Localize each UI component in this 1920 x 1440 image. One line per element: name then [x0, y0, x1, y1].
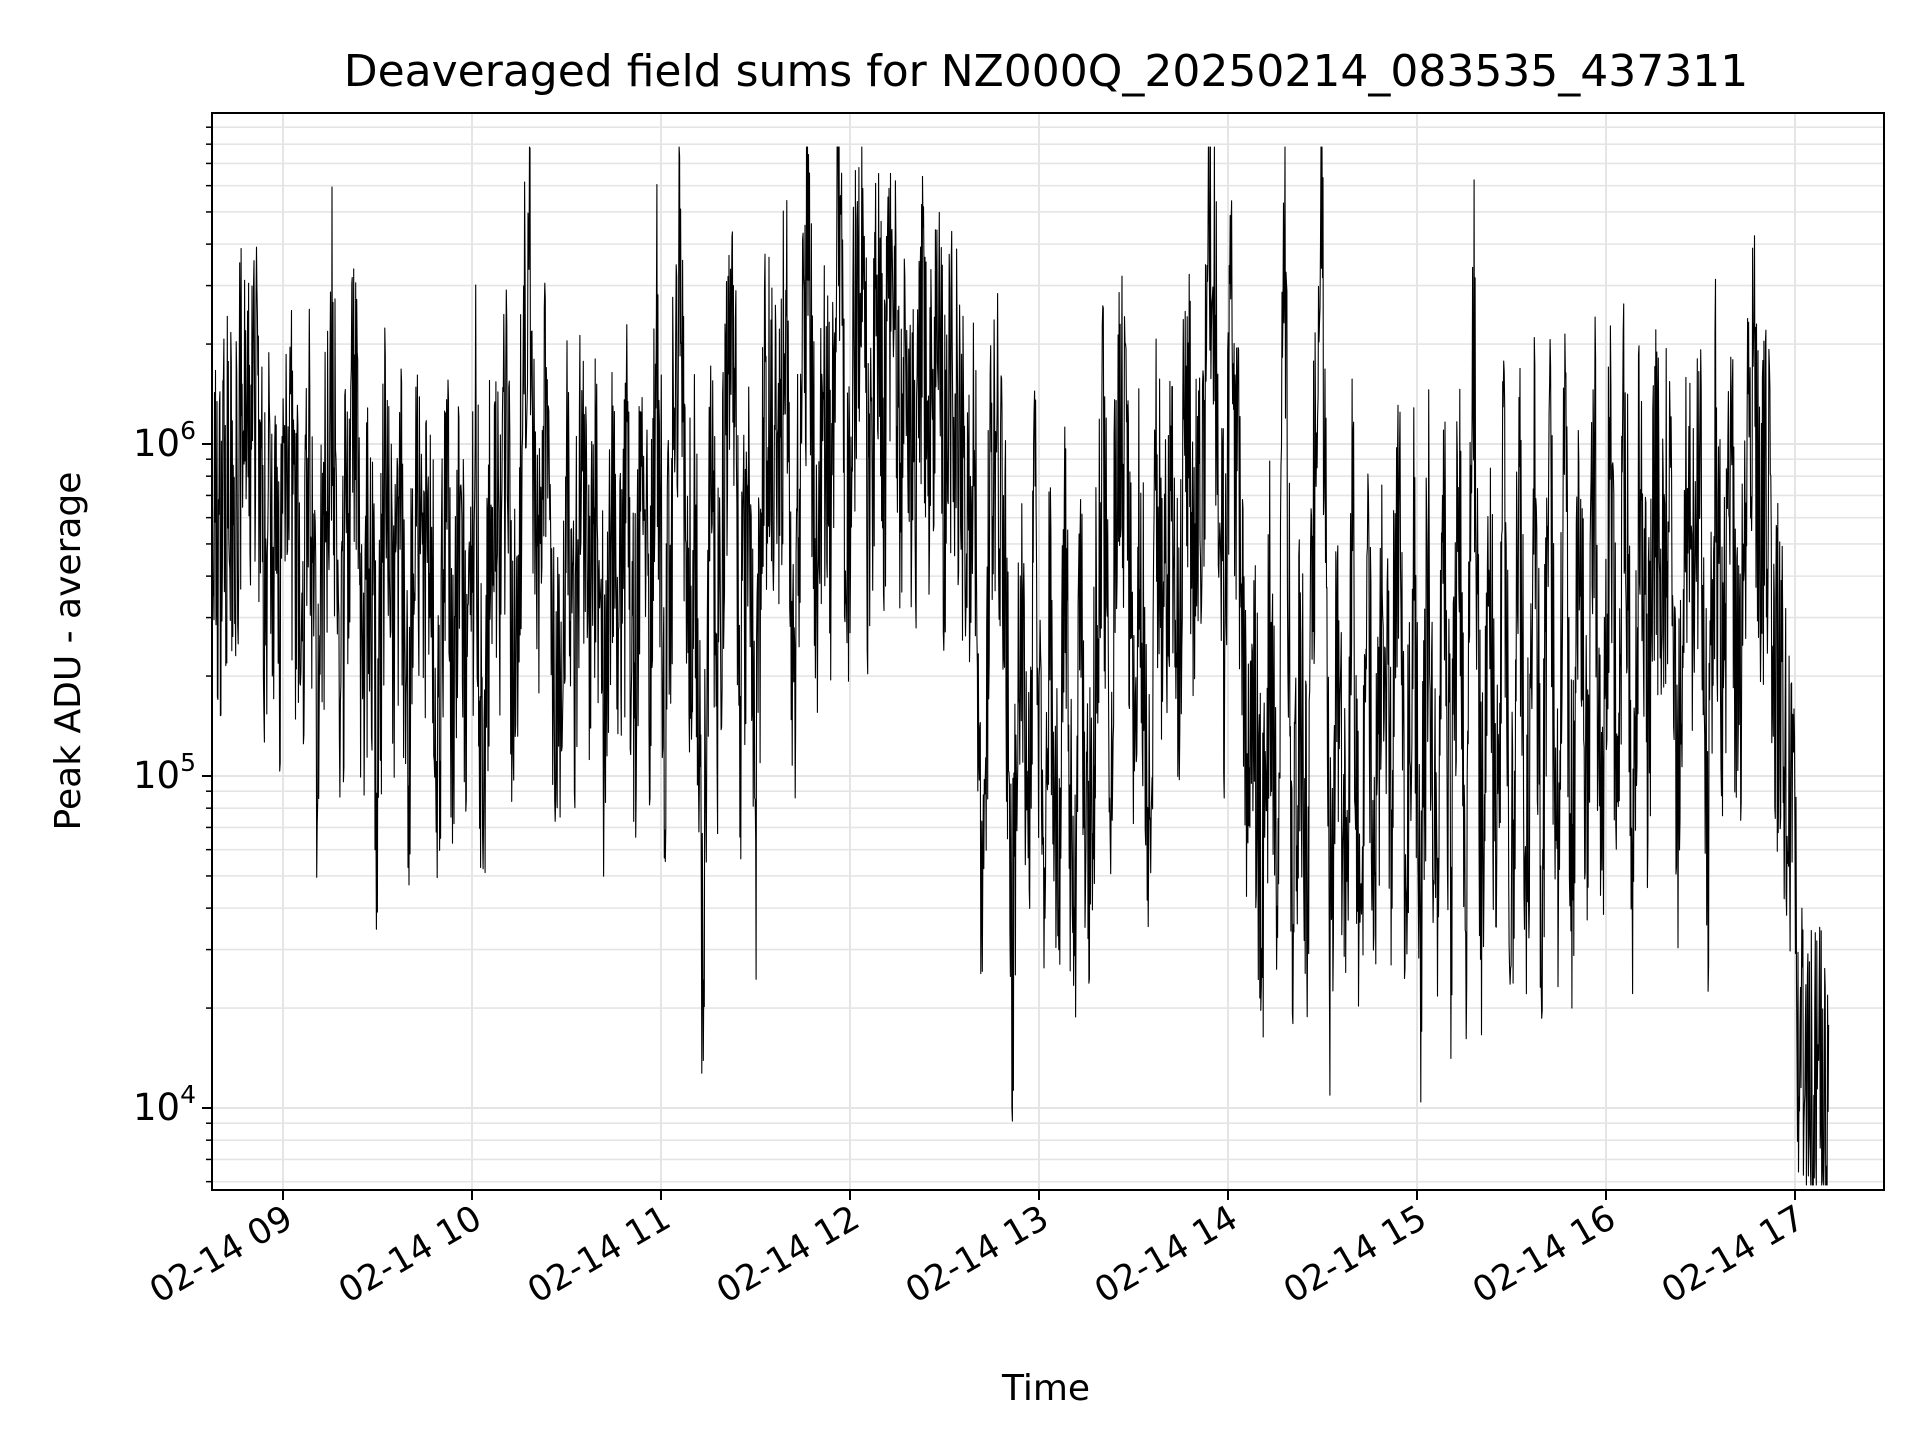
- chart-title: Deaveraged field sums for NZ000Q_2025021…: [344, 46, 1749, 97]
- x-axis-label: Time: [1001, 1368, 1090, 1409]
- y-axis-label: Peak ADU - average: [48, 472, 89, 831]
- data-series: [212, 146, 1830, 1186]
- y-tick-label: 106: [133, 416, 196, 465]
- y-axis-ticks: 104 105 106: [133, 126, 212, 1183]
- series-line: [212, 146, 1830, 1186]
- grid-lines: [212, 113, 1884, 1190]
- y-tick-label: 104: [133, 1080, 196, 1129]
- plot-area-frame: [211, 112, 1885, 1191]
- y-tick-label: 105: [133, 748, 196, 797]
